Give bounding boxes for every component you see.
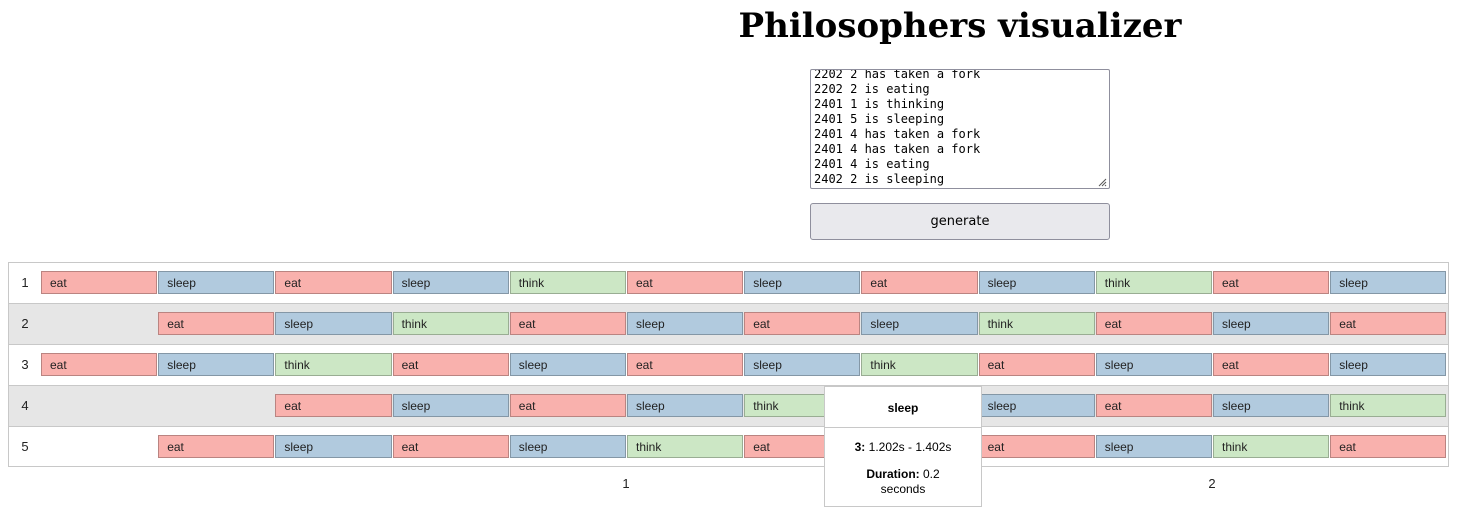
think-segment[interactable]: think (1095, 271, 1212, 294)
sleep-segment[interactable]: sleep (1095, 353, 1212, 376)
eat-segment[interactable]: eat (158, 435, 275, 458)
think-segment[interactable]: think (861, 353, 978, 376)
philosopher-row: 1 eat sleep eat sleep think eat sleep eat sleep th… (9, 263, 1448, 304)
sleep-segment[interactable]: sleep (392, 271, 509, 294)
think-segment[interactable]: think (392, 312, 509, 335)
eat-segment[interactable]: eat (627, 353, 744, 376)
sleep-segment[interactable]: sleep (1330, 271, 1447, 294)
tooltip-duration-value: 0.2 seconds (880, 467, 940, 496)
eat-segment[interactable]: eat (1330, 435, 1447, 458)
think-segment[interactable]: think (627, 435, 744, 458)
tooltip-title: sleep (825, 387, 981, 428)
eat-segment[interactable]: eat (861, 271, 978, 294)
philosopher-label: 1 (21, 275, 29, 290)
eat-segment[interactable]: eat (627, 271, 744, 294)
sleep-segment[interactable]: sleep (744, 271, 861, 294)
think-segment[interactable]: think (509, 271, 626, 294)
tooltip-range-label: 3: (854, 440, 866, 454)
sleep-segment[interactable]: sleep (275, 435, 392, 458)
eat-segment[interactable]: eat (275, 271, 392, 294)
eat-segment[interactable]: eat (41, 353, 158, 376)
eat-segment[interactable]: eat (978, 435, 1095, 458)
page-title: Philosophers visualizer (738, 6, 1182, 46)
tooltip-duration: Duration: 0.2 seconds (825, 467, 981, 497)
sleep-segment[interactable]: sleep (627, 394, 744, 417)
sleep-segment[interactable]: sleep (861, 312, 978, 335)
philosopher-label: 3 (21, 357, 29, 372)
eat-segment[interactable]: eat (1213, 353, 1330, 376)
eat-segment[interactable]: eat (158, 312, 275, 335)
philosopher-label: 4 (21, 398, 29, 413)
eat-segment[interactable]: eat (978, 353, 1095, 376)
sleep-segment[interactable]: sleep (509, 353, 626, 376)
philosopher-row: 5eatsleepeatsleepthinkeatsleepeatsleepth… (9, 427, 1448, 466)
sleep-segment[interactable]: sleep (978, 271, 1095, 294)
think-segment[interactable]: think (978, 312, 1095, 335)
sleep-segment[interactable]: sleep (158, 353, 275, 376)
eat-segment[interactable]: eat (1213, 271, 1330, 294)
sleep-segment[interactable]: sleep (1213, 312, 1330, 335)
sleep-segment[interactable]: sleep (744, 353, 861, 376)
timeline-chart: 1 eat sleep eat sleep think eat sleep eat sleep th… (8, 262, 1449, 467)
sleep-segment[interactable]: sleep (1213, 394, 1330, 417)
philosopher-label: 2 (21, 316, 29, 331)
resize-grip-icon[interactable] (1097, 177, 1107, 187)
eat-segment[interactable]: eat (509, 394, 626, 417)
tooltip-range-value: 1.202s - 1.402s (868, 440, 952, 454)
eat-segment[interactable]: eat (1330, 312, 1447, 335)
philosopher-label: 5 (21, 439, 29, 454)
axis-tick-label: 1 (622, 476, 630, 491)
tooltip-duration-label: Duration: (866, 467, 920, 481)
eat-segment[interactable]: eat (1095, 312, 1212, 335)
segment-tooltip: sleep 3: 1.202s - 1.402s Duration: 0.2 s… (824, 386, 982, 507)
philosopher-row: 2 eat sleep think eat sleep eat sleep think eat sl… (9, 304, 1448, 345)
philosopher-row: 4eatsleepeatsleepthinkeatsleepeatsleepth… (9, 386, 1448, 427)
think-segment[interactable]: think (275, 353, 392, 376)
sleep-segment[interactable]: sleep (1095, 435, 1212, 458)
sleep-segment[interactable]: sleep (158, 271, 275, 294)
think-segment[interactable]: think (1213, 435, 1330, 458)
generate-button[interactable]: generate (810, 203, 1110, 240)
sleep-segment[interactable]: sleep (275, 312, 392, 335)
sleep-segment[interactable]: sleep (509, 435, 626, 458)
log-input[interactable] (810, 69, 1110, 189)
eat-segment[interactable]: eat (392, 435, 509, 458)
think-segment[interactable]: think (1330, 394, 1447, 417)
tooltip-range: 3: 1.202s - 1.402s (825, 440, 981, 454)
sleep-segment[interactable]: sleep (392, 394, 509, 417)
sleep-segment[interactable]: sleep (1330, 353, 1447, 376)
philosopher-row: 3 eat sleep think eat sleep eat sleep think eat sl… (9, 345, 1448, 386)
eat-segment[interactable]: eat (392, 353, 509, 376)
axis-tick-label: 2 (1208, 476, 1216, 491)
sleep-segment[interactable]: sleep (978, 394, 1095, 417)
eat-segment[interactable]: eat (744, 312, 861, 335)
eat-segment[interactable]: eat (1095, 394, 1212, 417)
sleep-segment[interactable]: sleep (627, 312, 744, 335)
eat-segment[interactable]: eat (275, 394, 392, 417)
eat-segment[interactable]: eat (509, 312, 626, 335)
eat-segment[interactable]: eat (41, 271, 158, 294)
